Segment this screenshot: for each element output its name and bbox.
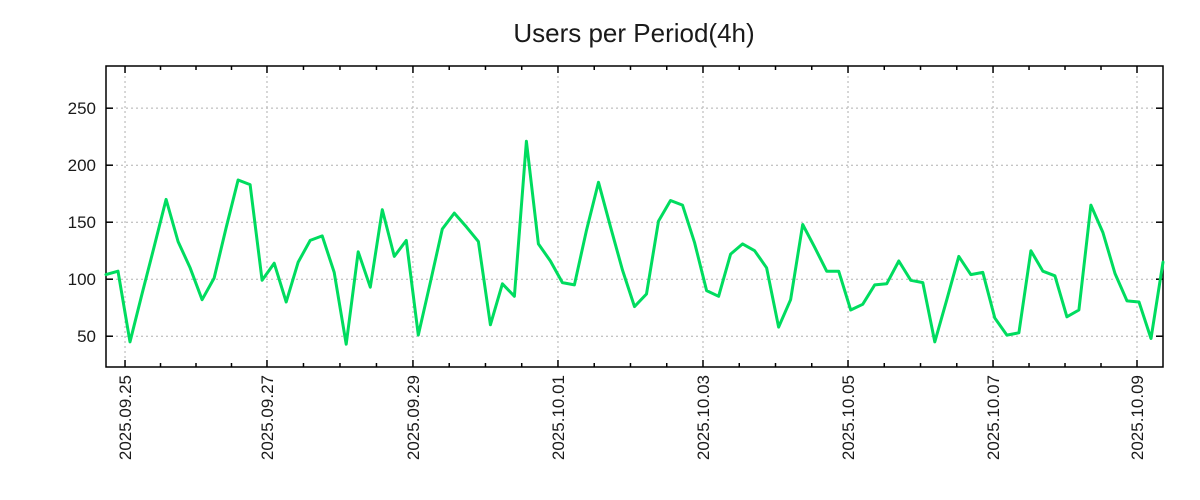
series-line-users xyxy=(104,139,1165,346)
plot-area: 50 100 150 200 250 2025.09.25 2025.09.27 2025.0… xyxy=(68,65,1165,460)
x-tick-label: 2025.09.29 xyxy=(404,375,423,460)
y-tick-label: 50 xyxy=(77,327,96,346)
x-tick-label: 2025.10.09 xyxy=(1128,375,1147,460)
x-tick-label: 2025.10.05 xyxy=(839,375,858,460)
x-tick-label: 2025.10.07 xyxy=(984,375,1003,460)
y-tick-label: 100 xyxy=(68,270,96,289)
chart-title: Users per Period(4h) xyxy=(513,18,754,48)
y-tick-label: 250 xyxy=(68,99,96,118)
plot-border xyxy=(105,65,1164,368)
x-tick-label: 2025.09.25 xyxy=(116,375,135,460)
x-tick-label: 2025.10.01 xyxy=(549,375,568,460)
x-tick-label: 2025.09.27 xyxy=(258,375,277,460)
y-tick-label: 200 xyxy=(68,156,96,175)
x-tick-label: 2025.10.03 xyxy=(694,375,713,460)
y-tick-label: 150 xyxy=(68,213,96,232)
